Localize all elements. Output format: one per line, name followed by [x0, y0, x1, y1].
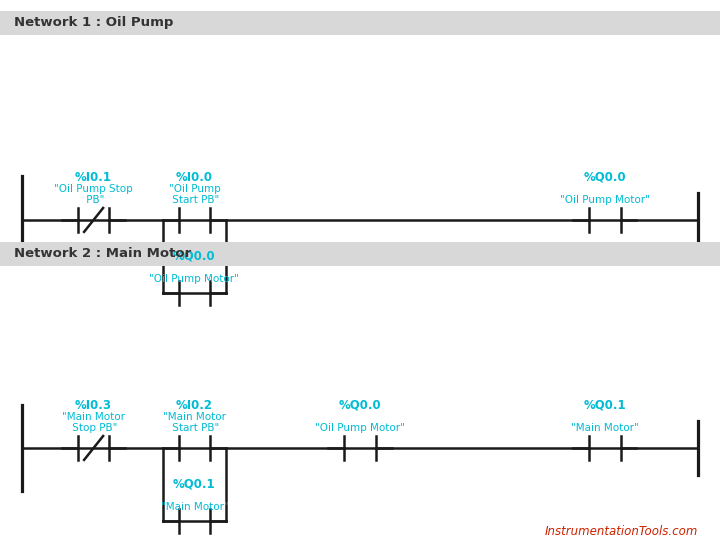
Text: %Q0.0: %Q0.0: [338, 399, 382, 412]
Text: "Main Motor
 Start PB": "Main Motor Start PB": [163, 412, 226, 433]
Text: "Oil Pump Motor": "Oil Pump Motor": [150, 274, 239, 284]
Text: "Oil Pump Motor": "Oil Pump Motor": [560, 195, 649, 205]
FancyBboxPatch shape: [0, 11, 720, 35]
FancyBboxPatch shape: [0, 242, 720, 266]
Text: %I0.0: %I0.0: [176, 171, 213, 184]
Text: %I0.1: %I0.1: [75, 171, 112, 184]
Text: InstrumentationTools.com: InstrumentationTools.com: [545, 525, 698, 538]
Text: %I0.2: %I0.2: [176, 399, 213, 412]
Text: Network 2 : Main Motor: Network 2 : Main Motor: [14, 247, 192, 260]
Text: "Oil Pump
 Start PB": "Oil Pump Start PB": [168, 184, 220, 205]
Text: %Q0.1: %Q0.1: [173, 477, 216, 490]
Text: "Main Motor": "Main Motor": [571, 424, 639, 433]
Text: Network 1 : Oil Pump: Network 1 : Oil Pump: [14, 16, 174, 29]
Text: "Main Motor": "Main Motor": [161, 502, 228, 512]
Text: %I0.3: %I0.3: [75, 399, 112, 412]
Text: %Q0.0: %Q0.0: [173, 249, 216, 262]
Text: %Q0.0: %Q0.0: [583, 171, 626, 184]
Text: "Main Motor
 Stop PB": "Main Motor Stop PB": [62, 412, 125, 433]
Text: "Oil Pump Motor": "Oil Pump Motor": [315, 424, 405, 433]
Text: %Q0.1: %Q0.1: [583, 399, 626, 412]
Text: "Oil Pump Stop
 PB": "Oil Pump Stop PB": [54, 184, 133, 205]
